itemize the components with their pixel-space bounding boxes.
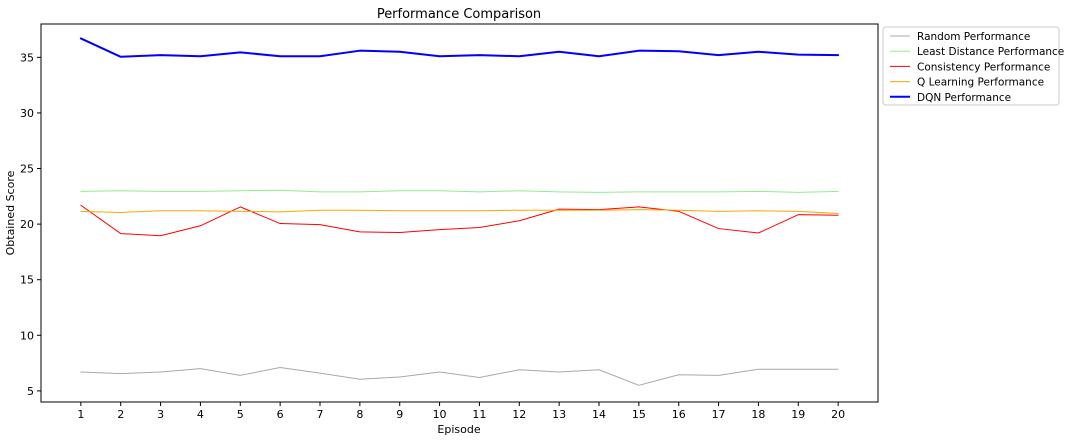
y-tick-label: 25 [20, 163, 34, 176]
x-tick-label: 11 [472, 408, 486, 421]
y-tick-label: 20 [20, 218, 34, 231]
x-tick-label: 17 [712, 408, 726, 421]
x-tick-label: 5 [237, 408, 244, 421]
x-tick-label: 18 [751, 408, 765, 421]
x-tick-label: 16 [672, 408, 686, 421]
y-axis-ticks: 5 10 15 20 25 30 35 [20, 51, 41, 398]
y-tick-label: 35 [20, 51, 34, 64]
x-tick-label: 10 [433, 408, 447, 421]
y-tick-label: 15 [20, 274, 34, 287]
x-tick-label: 8 [356, 408, 363, 421]
x-axis-label: Episode [437, 423, 480, 436]
plot-area-frame [40, 23, 879, 403]
y-tick-label: 5 [27, 385, 34, 398]
series-lines [79, 37, 840, 386]
series-line-q-learning-performance [80, 209, 839, 215]
x-tick-label: 12 [512, 408, 526, 421]
series-line-dqn-performance [79, 37, 840, 58]
legend-label: Random Performance [917, 31, 1030, 43]
x-tick-label: 19 [791, 408, 805, 421]
legend-label: Consistency Performance [917, 61, 1050, 73]
x-tick-label: 14 [592, 408, 606, 421]
y-axis-label: Obtained Score [4, 170, 17, 255]
series-line-random-performance [80, 367, 839, 386]
x-tick-label: 13 [552, 408, 566, 421]
x-tick-label: 1 [77, 408, 84, 421]
legend: Random Performance Least Distance Perform… [882, 26, 1064, 106]
legend-label: DQN Performance [917, 92, 1011, 104]
x-tick-label: 4 [197, 408, 204, 421]
series-line-least-distance-performance [80, 189, 839, 193]
x-tick-label: 15 [632, 408, 646, 421]
y-tick-label: 10 [20, 329, 34, 342]
x-tick-label: 2 [117, 408, 124, 421]
chart-title: Performance Comparison [377, 7, 541, 22]
legend-label: Least Distance Performance [917, 46, 1064, 58]
x-tick-label: 9 [396, 408, 403, 421]
x-tick-label: 3 [157, 408, 164, 421]
x-tick-label: 20 [831, 408, 845, 421]
legend-label: Q Learning Performance [917, 77, 1044, 89]
x-axis-ticks: 1 2 3 4 5 6 7 8 9 10 11 12 13 14 15 16 17 18 19 20 [77, 402, 845, 421]
x-tick-label: 7 [317, 408, 324, 421]
series-line-consistency-performance [80, 204, 839, 237]
x-tick-label: 6 [277, 408, 284, 421]
legend-box [882, 26, 1060, 106]
y-tick-label: 30 [20, 107, 34, 120]
